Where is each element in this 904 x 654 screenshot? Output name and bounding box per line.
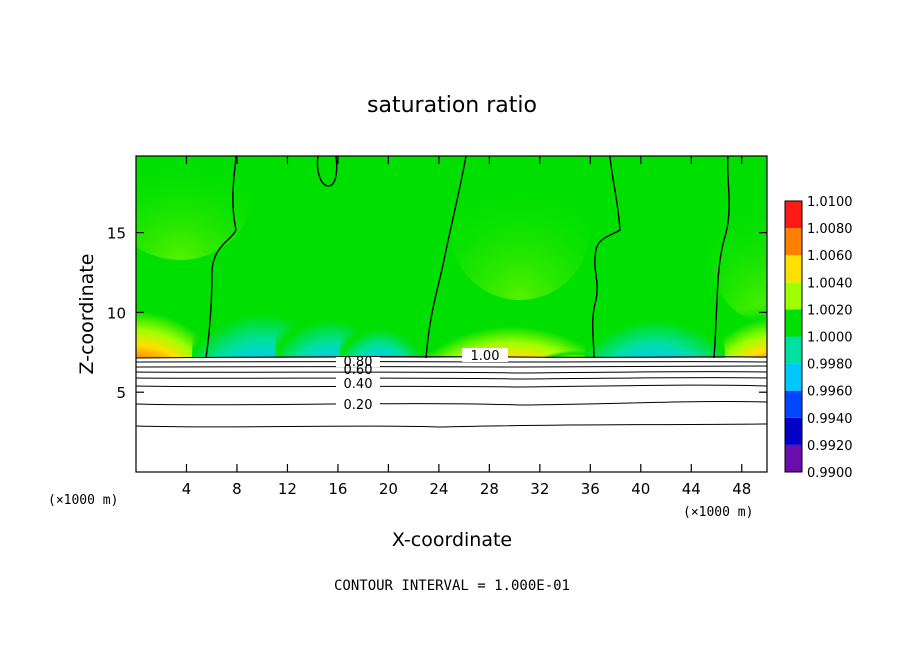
colorbar-swatch [785, 336, 802, 364]
x-tick-label: 28 [480, 480, 499, 498]
plot-frame [135, 155, 768, 473]
colorbar-label: 1.0040 [807, 276, 853, 291]
x-tick-label: 32 [530, 480, 549, 498]
y-axis-unit: (×1000 m) [48, 493, 118, 508]
x-tick-label: 48 [732, 480, 751, 498]
colorbar-label: 1.0020 [807, 303, 853, 318]
colorbar-swatch [785, 201, 802, 229]
contour-label-group: 1.00 0.80 0.60 0.40 0.20 [336, 348, 508, 413]
colorbar-frame [784, 200, 803, 473]
x-axis-title: X-coordinate [392, 529, 512, 551]
colorbar-swatch [785, 309, 802, 337]
colorbar-label: 1.0060 [807, 249, 853, 264]
colorbar-swatch [785, 282, 802, 310]
colorbar-label: 1.0100 [807, 195, 853, 210]
colorbar-label: 0.9960 [807, 385, 853, 400]
contour-label-100: 1.00 [471, 349, 500, 364]
y-tick-label: 15 [107, 225, 126, 243]
x-tick-label: 24 [429, 480, 448, 498]
y-tick-label: 10 [107, 304, 126, 322]
colorbar-label: 1.0000 [807, 331, 853, 346]
colorbar-swatch [785, 363, 802, 391]
colorbar-swatch [785, 228, 802, 256]
chart-title: saturation ratio [367, 93, 537, 118]
saturation-field [136, 156, 767, 358]
colorbar-swatch [785, 255, 802, 283]
colorbar-label: 1.0080 [807, 222, 853, 237]
contour-interval-note: CONTOUR INTERVAL = 1.000E-01 [334, 578, 570, 594]
contour-label-080: 0.80 [344, 355, 373, 370]
x-tick-label: 8 [232, 480, 242, 498]
colorbar-swatch [785, 444, 802, 472]
colorbar-label: 0.9940 [807, 412, 853, 427]
x-tick-label: 36 [581, 480, 600, 498]
colorbar-label: 0.9920 [807, 439, 853, 454]
colorbar-swatch [785, 390, 802, 418]
colorbar-label: 0.9980 [807, 358, 853, 373]
colorbar-swatch [785, 417, 802, 445]
x-axis: 4 8 12 16 20 24 28 32 36 40 44 48 [182, 156, 751, 498]
contour-label-020: 0.20 [344, 398, 373, 413]
contour-label-040: 0.40 [344, 377, 373, 392]
x-tick-label: 20 [379, 480, 398, 498]
x-tick-label: 40 [631, 480, 650, 498]
x-tick-label: 4 [182, 480, 192, 498]
colorbar: 0.9900 0.9920 0.9940 0.9960 0.9980 1.0000 1.00… [784, 195, 853, 481]
warm-region-center [417, 272, 607, 358]
contour-label-060: 0.60 [344, 363, 373, 378]
cool-region-right [585, 275, 725, 358]
colorbar-label: 0.9900 [807, 466, 853, 481]
x-tick-label: 16 [328, 480, 347, 498]
x-tick-label: 12 [278, 480, 297, 498]
y-axis: 5 10 15 [107, 225, 767, 402]
y-axis-title: Z-coordinate [76, 254, 98, 375]
y-tick-label: 5 [116, 384, 126, 402]
x-axis-unit: (×1000 m) [683, 505, 753, 520]
x-tick-label: 44 [682, 480, 701, 498]
